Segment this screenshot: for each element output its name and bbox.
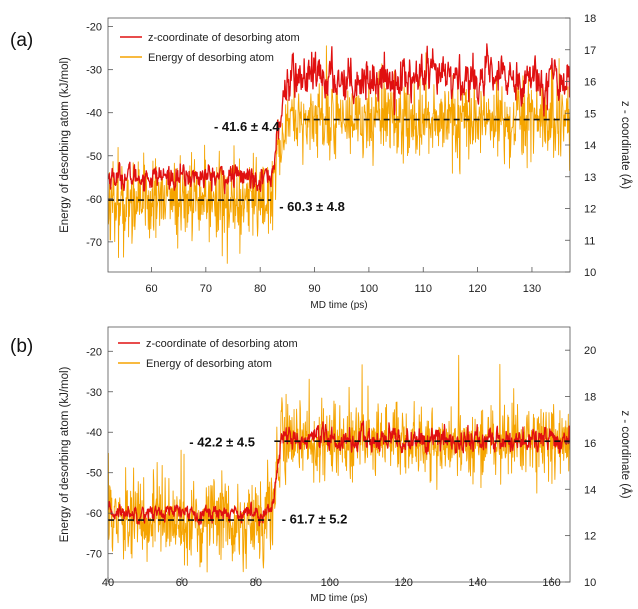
x-axis-title: MD time (ps) <box>310 300 367 311</box>
panel-label: (a) <box>10 30 33 51</box>
left-y-tick-label: -40 <box>86 427 102 439</box>
left-y-axis-title: Energy of desorbing atom (kJ/mol) <box>59 57 71 233</box>
right-y-tick-label: 13 <box>584 172 596 184</box>
mean-annotation: - 41.6 ± 4.4 <box>214 119 280 134</box>
right-y-tick-label: 14 <box>584 484 596 496</box>
plot-frame <box>107 326 571 583</box>
x-tick-label: 140 <box>468 577 486 589</box>
left-y-tick-label: -60 <box>86 194 102 206</box>
left-y-tick-label: -60 <box>86 508 102 520</box>
plot-area <box>108 43 570 264</box>
x-tick-label: 80 <box>254 283 266 295</box>
left-y-tick-label: -70 <box>86 237 102 249</box>
x-tick-label: 60 <box>176 577 188 589</box>
left-y-tick-label: -70 <box>86 549 102 561</box>
left-y-tick-label: -40 <box>86 108 102 120</box>
x-tick-label: 110 <box>414 283 432 295</box>
x-tick-label: 40 <box>102 577 114 589</box>
right-y-tick-label: 12 <box>584 204 596 216</box>
x-tick-label: 60 <box>145 283 157 295</box>
legend-entry: Energy of desorbing atom <box>148 52 274 64</box>
mean-annotation: - 42.2 ± 4.5 <box>189 434 255 449</box>
right-y-axis-title: z - coordinate (Å) <box>619 410 632 498</box>
legend-entry: z-coordinate of desorbing atom <box>148 32 300 44</box>
legend-entry: Energy of desorbing atom <box>146 358 272 370</box>
left-y-tick-label: -30 <box>86 65 102 77</box>
right-y-tick-label: 18 <box>584 13 596 25</box>
left-y-tick-label: -20 <box>86 22 102 34</box>
x-tick-label: 160 <box>542 577 560 589</box>
right-y-tick-label: 18 <box>584 392 596 404</box>
x-tick-label: 70 <box>200 283 212 295</box>
right-y-axis-title: z - coordinate (Å) <box>619 101 632 189</box>
right-y-tick-label: 11 <box>584 235 595 247</box>
x-axis-title: MD time (ps) <box>310 593 367 604</box>
right-y-tick-label: 10 <box>584 577 596 589</box>
left-y-tick-label: -30 <box>86 387 102 399</box>
x-tick-label: 100 <box>321 577 339 589</box>
left-y-tick-label: -50 <box>86 151 102 163</box>
x-tick-label: 80 <box>250 577 262 589</box>
right-y-tick-label: 16 <box>584 77 596 89</box>
x-tick-label: 120 <box>395 577 413 589</box>
plot-area <box>108 354 570 573</box>
right-y-tick-label: 12 <box>584 531 596 543</box>
panel-a: (a) 60 70 80 90 100 110 120 130 -70 -60 -50 -40 -30 -2… <box>10 13 632 311</box>
z-coordinate-series-line <box>108 420 570 527</box>
legend: z-coordinate of desorbing atom Energy of … <box>118 338 298 370</box>
panel-label: (b) <box>10 336 33 357</box>
mean-annotation: - 61.7 ± 5.2 <box>282 511 348 526</box>
right-y-tick-label: 17 <box>584 45 596 57</box>
right-y-tick-label: 14 <box>584 140 596 152</box>
x-tick-label: 90 <box>308 283 320 295</box>
right-y-tick-label: 15 <box>584 108 596 120</box>
x-tick-label: 130 <box>523 283 541 295</box>
energy-series-line <box>108 354 570 573</box>
energy-series-line <box>108 45 570 264</box>
right-y-tick-label: 20 <box>584 345 596 357</box>
right-y-tick-label: 10 <box>584 267 596 279</box>
mean-annotation: - 60.3 ± 4.8 <box>279 199 345 214</box>
x-tick-label: 120 <box>468 283 486 295</box>
left-y-axis-title: Energy of desorbing atom (kJ/mol) <box>59 366 71 542</box>
panel-b: (b) 40 60 80 100 120 140 160 -70 -60 -50 -40 -30 -20 1… <box>10 326 632 604</box>
x-tick-label: 100 <box>360 283 378 295</box>
left-y-tick-label: -50 <box>86 468 102 480</box>
legend: z-coordinate of desorbing atom Energy of … <box>120 32 300 64</box>
right-y-tick-label: 16 <box>584 438 596 450</box>
legend-entry: z-coordinate of desorbing atom <box>146 338 298 350</box>
left-y-tick-label: -20 <box>86 346 102 358</box>
z-coordinate-series-line <box>108 43 570 195</box>
